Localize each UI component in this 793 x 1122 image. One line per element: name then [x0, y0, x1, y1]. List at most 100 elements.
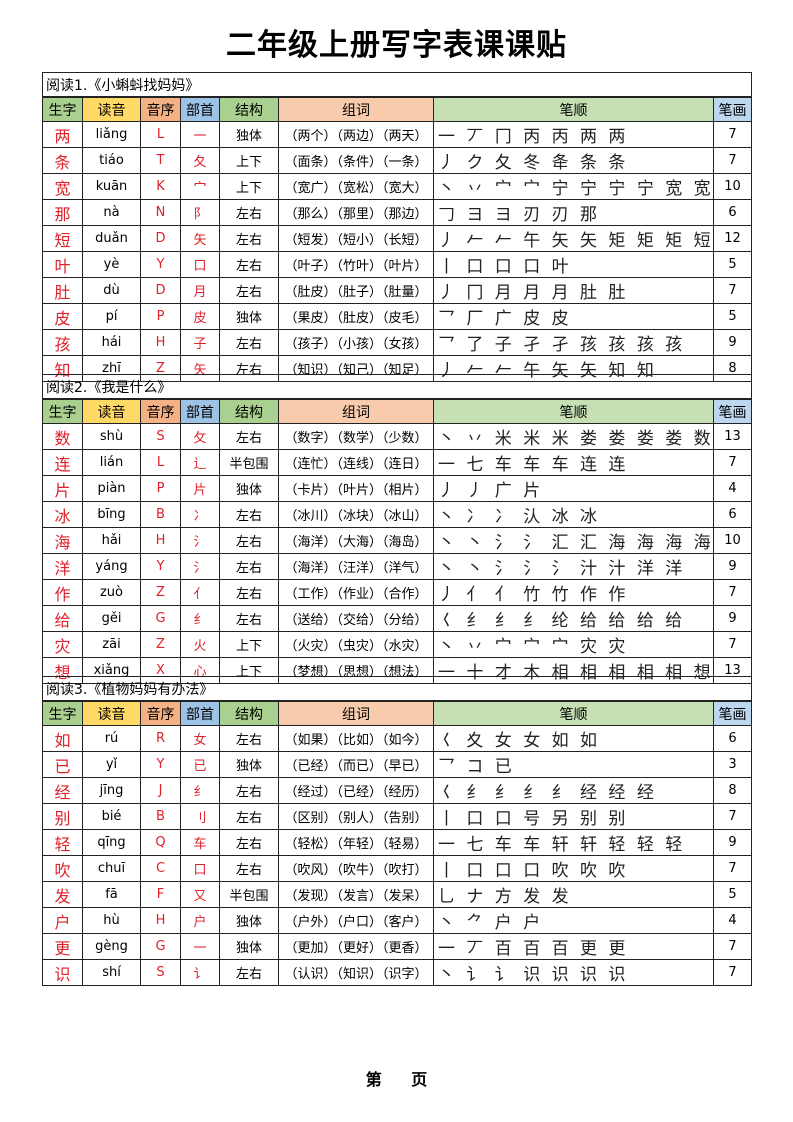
character-table-2: 阅读2.《我是什么》 生字 读音 音序 部首 结构 组词 笔顺 笔画数 shù S 攵左右 （数字）（数…	[41, 374, 753, 684]
character-cell: 洋	[42, 553, 83, 580]
radical-cell: 氵	[180, 553, 220, 580]
pinyin-cell: bīng	[82, 501, 141, 528]
structure-cell: 左右	[219, 855, 279, 882]
stroke-count-cell: 7	[712, 631, 753, 658]
section-title: 阅读2.《我是什么》	[41, 374, 753, 400]
word-examples-cell: （如果）（比如）（如今）	[278, 725, 434, 752]
stroke-count-cell: 7	[712, 579, 753, 606]
initial-letter-cell: R	[140, 725, 181, 752]
structure-cell: 半包围	[219, 449, 279, 476]
character-cell: 给	[42, 605, 83, 632]
pinyin-cell: rú	[82, 725, 141, 752]
radical-cell: 氵	[180, 527, 220, 554]
character-cell: 经	[42, 777, 83, 804]
table-row: 短 duǎn D 矢左右 （短发）（短小）（长短）丿 𠂉 𠂉 午 矢 矢 矩 矩 矩 短…	[42, 225, 753, 252]
structure-cell: 左右	[219, 725, 279, 752]
word-examples-cell: （海洋）（汪洋）（洋气）	[278, 553, 434, 580]
stroke-count-cell: 12	[712, 225, 753, 252]
pinyin-cell: yǐ	[82, 751, 141, 778]
character-cell: 皮	[42, 303, 83, 330]
stroke-count-cell: 4	[712, 907, 753, 934]
pinyin-cell: hái	[82, 329, 141, 356]
radical-cell: 口	[180, 251, 220, 278]
character-cell: 作	[42, 579, 83, 606]
character-cell: 灾	[42, 631, 83, 658]
radical-cell: 矢	[180, 225, 220, 252]
stroke-order-cell: 丿 𠂉 𠂉 午 矢 矢 矩 矩 矩 短 短 短	[433, 225, 714, 252]
initial-letter-cell: J	[140, 777, 181, 804]
column-header: 笔顺	[433, 96, 714, 122]
column-header: 结构	[219, 96, 279, 122]
column-header: 部首	[180, 398, 220, 424]
stroke-count-cell: 7	[712, 803, 753, 830]
structure-cell: 左右	[219, 329, 279, 356]
stroke-order-cell: 丶 丶 氵 氵 汇 汇 海 海 海 海	[433, 527, 714, 554]
stroke-order-cell: 𡿨 纟 纟 纟 纟 经 经 经	[433, 777, 714, 804]
character-cell: 如	[42, 725, 83, 752]
character-cell: 连	[42, 449, 83, 476]
section-title: 阅读3.《植物妈妈有办法》	[41, 676, 753, 702]
initial-letter-cell: Y	[140, 251, 181, 278]
pinyin-cell: jīng	[82, 777, 141, 804]
column-header: 音序	[140, 700, 181, 726]
word-examples-cell: （数字）（数学）（少数）	[278, 423, 434, 450]
structure-cell: 左右	[219, 527, 279, 554]
word-examples-cell: （更加）（更好）（更香）	[278, 933, 434, 960]
structure-cell: 独体	[219, 121, 279, 148]
page-number-footer: 第 页	[365, 1070, 428, 1089]
stroke-count-cell: 9	[712, 829, 753, 856]
column-header: 生字	[42, 96, 83, 122]
table-row: 宽 kuān K 宀上下 （宽广）（宽松）（宽大）丶 丷 宀 宀 宁 宁 宁 宁 宽 宽…	[42, 173, 753, 200]
radical-cell: 一	[180, 933, 220, 960]
radical-cell: 女	[180, 725, 220, 752]
character-cell: 吹	[42, 855, 83, 882]
character-cell: 海	[42, 527, 83, 554]
character-cell: 发	[42, 881, 83, 908]
initial-letter-cell: Q	[140, 829, 181, 856]
stroke-count-cell: 10	[712, 173, 753, 200]
structure-cell: 独体	[219, 303, 279, 330]
initial-letter-cell: C	[140, 855, 181, 882]
column-header: 音序	[140, 96, 181, 122]
column-header: 笔顺	[433, 398, 714, 424]
structure-cell: 独体	[219, 933, 279, 960]
stroke-count-cell: 9	[712, 329, 753, 356]
pinyin-cell: kuān	[82, 173, 141, 200]
stroke-count-cell: 5	[712, 881, 753, 908]
stroke-order-cell: 乛 厂 广 皮 皮	[433, 303, 714, 330]
structure-cell: 左右	[219, 605, 279, 632]
radical-cell: 刂	[180, 803, 220, 830]
initial-letter-cell: D	[140, 277, 181, 304]
character-cell: 宽	[42, 173, 83, 200]
character-cell: 两	[42, 121, 83, 148]
radical-cell: 皮	[180, 303, 220, 330]
stroke-order-cell: 丶 丶 氵 氵 氵 汁 汁 洋 洋	[433, 553, 714, 580]
initial-letter-cell: Y	[140, 751, 181, 778]
structure-cell: 左右	[219, 225, 279, 252]
character-cell: 数	[42, 423, 83, 450]
stroke-order-cell: 丶 讠 讠 识 识 识 识	[433, 959, 714, 986]
pinyin-cell: piàn	[82, 475, 141, 502]
stroke-count-cell: 5	[712, 251, 753, 278]
stroke-order-cell: 一 丆 百 百 百 更 更	[433, 933, 714, 960]
stroke-count-cell: 13	[712, 423, 753, 450]
initial-letter-cell: N	[140, 199, 181, 226]
initial-letter-cell: S	[140, 959, 181, 986]
character-cell: 片	[42, 475, 83, 502]
radical-cell: 攵	[180, 423, 220, 450]
word-examples-cell: （叶子）（竹叶）（叶片）	[278, 251, 434, 278]
character-cell: 孩	[42, 329, 83, 356]
radical-cell: 户	[180, 907, 220, 934]
